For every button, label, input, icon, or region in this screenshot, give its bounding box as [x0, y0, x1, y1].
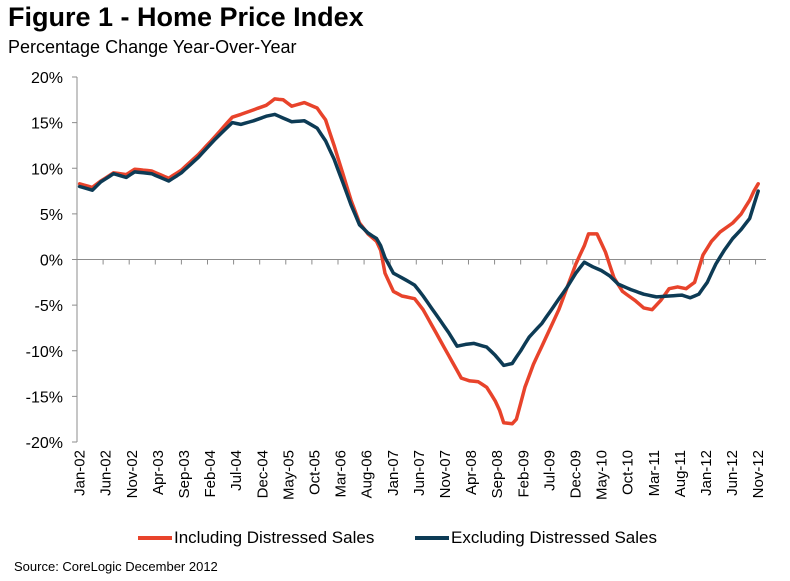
- x-tick-label: Aug-11: [672, 450, 689, 497]
- x-tick-label: Jan-12: [698, 450, 715, 496]
- x-tick-label: Jul-04: [228, 450, 245, 491]
- x-tick-label: Jun-07: [411, 450, 428, 496]
- x-tick-label: Jun-02: [98, 450, 115, 496]
- y-tick-label: -20%: [26, 435, 63, 452]
- y-tick-label: -5%: [35, 298, 63, 315]
- x-tick-label: May-10: [594, 450, 611, 500]
- y-tick-label: 0%: [40, 253, 63, 270]
- legend-swatch-including: [138, 536, 172, 540]
- x-tick-label: Apr-03: [150, 450, 167, 495]
- y-tick-label: 10%: [31, 161, 63, 178]
- y-axis: 20% 15% 10% 5% 0% -5% -10% -15% -20%: [26, 70, 78, 452]
- x-tick-label: Jan-02: [72, 450, 89, 496]
- x-tick-label: Feb-09: [515, 450, 532, 498]
- x-axis: Jan-02 Jun-02 Nov-02 Apr-03 Sep-03 Feb-04 Jul-…: [72, 259, 767, 500]
- y-tick-label: -10%: [26, 344, 63, 361]
- x-tick-label: Mar-11: [646, 450, 663, 496]
- x-tick-label: Dec-04: [254, 450, 271, 498]
- x-tick-label: Jun-12: [724, 450, 741, 496]
- x-tick-label: Mar-06: [333, 450, 350, 498]
- x-tick-label: Nov-12: [750, 450, 767, 498]
- x-tick-label: Oct-05: [306, 450, 323, 495]
- x-tick-label: Nov-02: [124, 450, 141, 498]
- x-tick-label: May-05: [280, 450, 297, 500]
- x-tick-label: Feb-04: [202, 450, 219, 498]
- series-line-including-distressed: [77, 97, 760, 426]
- legend-label-excluding: Excluding Distressed Sales: [451, 528, 657, 547]
- legend-item-excluding: Excluding Distressed Sales: [415, 528, 657, 548]
- source-note: Source: CoreLogic December 2012: [14, 559, 218, 574]
- series-line-excluding-distressed: [77, 112, 760, 368]
- x-tick-label: Jan-07: [385, 450, 402, 496]
- x-tick-label: Jul-09: [541, 450, 558, 491]
- legend-item-including: Including Distressed Sales: [138, 528, 374, 548]
- x-tick-label: Sep-03: [176, 450, 193, 498]
- y-tick-label: -15%: [26, 389, 63, 406]
- x-tick-label: Sep-08: [489, 450, 506, 498]
- y-tick-label: 5%: [40, 207, 63, 224]
- legend-swatch-excluding: [415, 536, 449, 540]
- legend: Including Distressed Sales Excluding Dis…: [0, 528, 790, 550]
- series-group: [77, 97, 760, 426]
- x-tick-label: Dec-09: [567, 450, 584, 498]
- y-tick-label: 15%: [31, 116, 63, 133]
- chart-subtitle: Percentage Change Year-Over-Year: [8, 37, 297, 57]
- legend-label-including: Including Distressed Sales: [174, 528, 375, 547]
- y-tick-label: 20%: [31, 70, 63, 87]
- x-tick-label: Nov-07: [437, 450, 454, 498]
- x-tick-label: Apr-08: [463, 450, 480, 495]
- chart-title: Figure 1 - Home Price Index: [8, 2, 364, 32]
- x-tick-label: Aug-06: [359, 450, 376, 498]
- x-tick-label: Oct-10: [620, 450, 637, 495]
